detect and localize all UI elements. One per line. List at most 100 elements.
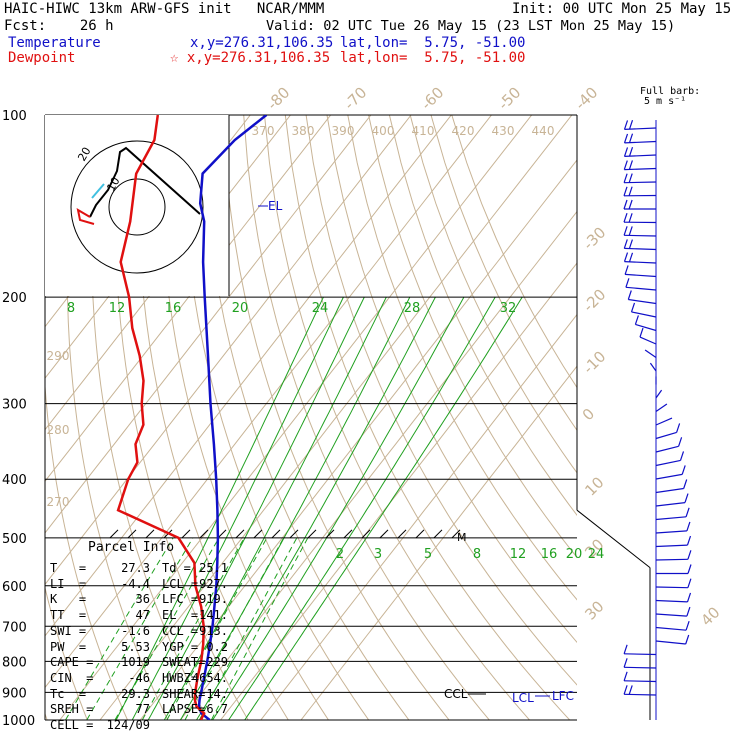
pressure-tick-label: 600 xyxy=(2,580,27,595)
parcel-info-cell: 4654. xyxy=(191,670,228,685)
wind-barb-flag xyxy=(628,120,634,130)
wind-barb-flag xyxy=(676,423,681,433)
isotherm-tick-label: -80 xyxy=(263,83,293,113)
dry-adiabat-line xyxy=(368,115,577,559)
moist-adiabat-label: 20 xyxy=(232,301,249,316)
hodograph-storm-motion xyxy=(91,183,105,199)
hodograph-ring-inner xyxy=(108,178,166,236)
wind-barb-staff xyxy=(655,403,668,412)
pressure-tick-label: 400 xyxy=(2,473,27,488)
parcel-info-cell: CIN = xyxy=(50,670,94,685)
dewpoint-xy: ☆ x,y=276.31,106.35 xyxy=(170,50,331,66)
freezing-hatch xyxy=(253,529,263,539)
dry-adiabat-line xyxy=(430,115,577,432)
parcel-info-cell: LAPSE= xyxy=(162,702,206,717)
theta-tick-label: 440 xyxy=(532,124,555,138)
theta-tick-label: 400 xyxy=(372,124,395,138)
wind-barb-staff xyxy=(655,613,687,617)
parcel-info-cell: PW = xyxy=(50,639,87,654)
freezing-hatch xyxy=(289,529,299,539)
wind-barb-flag xyxy=(628,685,633,695)
wind-barb-staff xyxy=(655,502,686,507)
hodograph-wind-trace xyxy=(89,146,201,218)
dry-adiabat-line xyxy=(114,115,249,720)
moist-adiabat-label: 8 xyxy=(67,301,75,316)
wind-barb-staff xyxy=(624,261,657,264)
dry-adiabat-line xyxy=(222,115,450,720)
model-title: HAIC-HIWC 13km ARW-GFS init NCAR/MMM xyxy=(4,1,325,17)
wind-barb-flag xyxy=(628,186,633,196)
parcel-info-cell: SHEAR= xyxy=(162,686,206,701)
pressure-tick-label: 700 xyxy=(2,620,27,635)
dry-adiabat-line xyxy=(159,115,329,720)
dry-adiabat-line xyxy=(66,115,169,720)
dry-adiabat-line xyxy=(264,115,530,720)
wind-barb-staff xyxy=(625,273,657,278)
parcel-info-cell: CELL = xyxy=(50,718,94,732)
pressure-tick-label: 900 xyxy=(2,686,27,701)
wind-barb-staff xyxy=(624,693,657,696)
freezing-hatch xyxy=(181,529,191,539)
theta-tick-label: 390 xyxy=(332,124,355,138)
parcel-info-cell: LCL = xyxy=(162,576,199,591)
parcel-info-cell: SWI = xyxy=(50,623,87,638)
dry-adiabat-line xyxy=(326,115,577,644)
parcel-info-cell: 25.1 xyxy=(199,561,228,575)
wind-barb-flag xyxy=(623,685,628,695)
isotherm-tick-label: -50 xyxy=(494,83,524,113)
freezing-hatch xyxy=(397,529,407,539)
wind-barb-flag xyxy=(623,120,629,130)
isotherm-tick-label: 40 xyxy=(697,603,723,629)
dry-adiabat-line xyxy=(45,115,128,720)
wind-barb-flag xyxy=(628,133,634,143)
wind-barb-flag xyxy=(623,173,628,183)
frame-taper xyxy=(576,509,651,569)
theta-side-label: 280 xyxy=(47,423,70,437)
wind-barb-flag xyxy=(681,465,686,475)
freezing-hatch xyxy=(127,529,137,539)
parcel-info-cell: 927. xyxy=(199,576,228,591)
parcel-info-cell: T = xyxy=(50,561,87,575)
wind-barb-staff xyxy=(655,473,683,480)
isotherm-tick-label: -60 xyxy=(417,83,447,113)
wind-barb-flag xyxy=(628,226,633,236)
wind-barb-flag xyxy=(628,252,634,262)
wind-barb-flag xyxy=(627,290,632,300)
wind-barb-staff xyxy=(639,336,657,345)
parcel-info-cell: 5.53 xyxy=(121,639,150,654)
wind-barb-flag xyxy=(623,644,628,654)
wind-barb-flag xyxy=(624,265,629,275)
isotherm-line xyxy=(220,262,577,720)
freezing-hatch xyxy=(361,529,371,539)
parcel-info-cell: 36 xyxy=(135,592,150,607)
freezing-hatch xyxy=(235,529,245,539)
pressure-tick-label: 300 xyxy=(2,398,27,413)
mixing-ratio-line xyxy=(184,537,285,720)
parcel-info-cell: LFC = xyxy=(162,592,199,607)
wind-barb-flag xyxy=(623,671,628,681)
barb-legend-title: Full barb: xyxy=(640,86,701,97)
wind-barb-flag xyxy=(686,592,692,603)
wind-barb-staff xyxy=(655,487,684,494)
wind-barb-staff xyxy=(624,666,657,669)
wind-barb-flag xyxy=(685,634,690,645)
wind-barb-staff xyxy=(655,530,687,534)
wind-barb-staff xyxy=(628,298,657,305)
moist-adiabat-line xyxy=(228,296,496,720)
isotherm-tick-label: -70 xyxy=(340,83,370,113)
mixing-ratio-line xyxy=(210,537,309,720)
isotherm-line xyxy=(300,365,577,720)
init-time: Init: 00 UTC Mon 25 May 15 xyxy=(512,1,732,17)
level-markers: EL CCL LCL LFC M xyxy=(258,199,574,705)
wind-barb-staff xyxy=(624,653,657,656)
mixing-ratio-line xyxy=(166,537,268,720)
parcel-info-cell: 124/09 xyxy=(106,718,150,732)
lcl-marker: LCL xyxy=(512,691,534,705)
dry-adiabat-line xyxy=(388,115,577,517)
parcel-info-cell: TT = xyxy=(50,608,87,623)
isotherm-line xyxy=(45,115,251,380)
parcel-info-cell: 27.3 xyxy=(121,561,150,575)
mixing-ratio-line xyxy=(65,537,174,720)
freezing-hatch xyxy=(271,529,281,539)
wind-barb-staff xyxy=(649,362,657,372)
